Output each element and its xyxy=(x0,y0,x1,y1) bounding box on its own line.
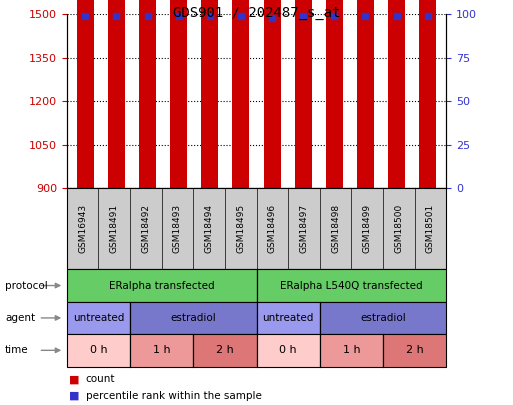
Text: protocol: protocol xyxy=(5,281,48,290)
Bar xyxy=(170,0,187,188)
Text: ■: ■ xyxy=(69,391,80,401)
Text: GSM18491: GSM18491 xyxy=(110,204,119,254)
Bar xyxy=(77,0,94,188)
Point xyxy=(206,13,214,19)
Point xyxy=(330,13,339,19)
Text: 0 h: 0 h xyxy=(279,345,297,355)
Bar xyxy=(201,0,219,188)
Bar xyxy=(326,0,343,188)
Text: GSM18496: GSM18496 xyxy=(268,204,277,254)
Text: GSM18501: GSM18501 xyxy=(426,204,435,254)
Bar xyxy=(294,0,312,188)
Text: 1 h: 1 h xyxy=(153,345,170,355)
Text: untreated: untreated xyxy=(263,313,314,323)
Point xyxy=(112,13,121,19)
Text: GSM18498: GSM18498 xyxy=(331,204,340,254)
Bar xyxy=(388,0,405,188)
Text: GSM18500: GSM18500 xyxy=(394,204,403,254)
Text: GSM18495: GSM18495 xyxy=(236,204,245,254)
Text: time: time xyxy=(5,345,29,355)
Text: GDS901 / 202487_s_at: GDS901 / 202487_s_at xyxy=(173,6,340,20)
Text: 2 h: 2 h xyxy=(406,345,424,355)
Bar xyxy=(139,0,156,188)
Point xyxy=(144,13,152,19)
Text: GSM18493: GSM18493 xyxy=(173,204,182,254)
Bar xyxy=(264,0,281,188)
Text: 1 h: 1 h xyxy=(343,345,360,355)
Text: estradiol: estradiol xyxy=(360,313,406,323)
Point xyxy=(237,13,245,19)
Text: 2 h: 2 h xyxy=(216,345,234,355)
Bar xyxy=(419,0,436,188)
Text: GSM18499: GSM18499 xyxy=(363,204,372,254)
Text: 0 h: 0 h xyxy=(89,345,107,355)
Bar xyxy=(232,0,249,188)
Text: estradiol: estradiol xyxy=(170,313,216,323)
Text: agent: agent xyxy=(5,313,35,323)
Point xyxy=(392,13,401,19)
Point xyxy=(361,13,369,19)
Text: ERalpha L540Q transfected: ERalpha L540Q transfected xyxy=(280,281,423,290)
Bar xyxy=(357,0,374,188)
Bar xyxy=(108,0,125,188)
Point xyxy=(174,13,183,19)
Text: GSM18497: GSM18497 xyxy=(300,204,308,254)
Text: GSM18492: GSM18492 xyxy=(141,205,150,253)
Text: GSM18494: GSM18494 xyxy=(205,205,213,253)
Text: percentile rank within the sample: percentile rank within the sample xyxy=(86,391,262,401)
Text: ERalpha transfected: ERalpha transfected xyxy=(109,281,214,290)
Point xyxy=(268,15,276,21)
Point xyxy=(81,13,89,19)
Text: ■: ■ xyxy=(69,375,80,384)
Text: untreated: untreated xyxy=(73,313,124,323)
Text: count: count xyxy=(86,375,115,384)
Point xyxy=(299,13,307,19)
Point xyxy=(424,13,432,19)
Text: GSM16943: GSM16943 xyxy=(78,204,87,254)
